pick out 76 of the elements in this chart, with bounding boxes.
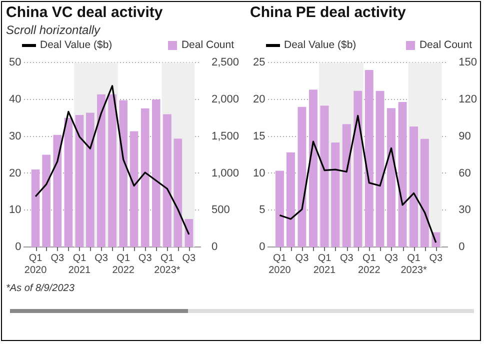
bar bbox=[376, 90, 384, 247]
bar bbox=[174, 138, 182, 247]
y-tick-label: 50 bbox=[8, 56, 22, 69]
bar bbox=[140, 108, 150, 247]
y2-tick-label: 500 bbox=[211, 204, 230, 216]
y2-tick-label: 2,000 bbox=[211, 94, 240, 106]
x-tick-label: Q1 2020 bbox=[268, 252, 292, 276]
bar bbox=[53, 134, 62, 247]
bar bbox=[308, 90, 318, 247]
legend-label: Deal Count bbox=[418, 39, 472, 51]
legend-label: Deal Value ($b) bbox=[283, 39, 356, 51]
y-tick-label: 25 bbox=[252, 56, 266, 69]
bar bbox=[42, 154, 50, 247]
bar bbox=[286, 152, 295, 247]
y-tick-label: 10 bbox=[8, 204, 22, 216]
bar bbox=[86, 112, 94, 247]
y2-tick-label: 0 bbox=[211, 241, 218, 254]
bar bbox=[31, 170, 40, 247]
x-tick-label: Q3 bbox=[182, 252, 196, 264]
x-tick-label: Q1 2021 bbox=[68, 252, 92, 276]
y-tick-label: 0 bbox=[259, 241, 266, 254]
y-tick-label: 15 bbox=[252, 130, 266, 142]
text: *As of 8/9/2023 bbox=[6, 283, 76, 294]
bar bbox=[410, 126, 418, 247]
y-tick-label: 5 bbox=[259, 204, 266, 216]
y-tick-label: 20 bbox=[8, 167, 22, 180]
legend-label: Deal Value ($b) bbox=[39, 39, 112, 51]
bar bbox=[320, 106, 329, 247]
bar bbox=[119, 100, 128, 247]
bar bbox=[108, 94, 116, 247]
y2-tick-label: 0 bbox=[458, 241, 465, 254]
x-tick-label: Q1 2023* bbox=[154, 252, 180, 276]
x-tick-label: Q3 bbox=[50, 252, 64, 264]
chart-subtitle: Scroll horizontally bbox=[6, 23, 102, 39]
bar bbox=[75, 114, 84, 247]
y2-tick-label: 150 bbox=[458, 56, 478, 69]
bar bbox=[331, 142, 340, 247]
x-tick-label: Q3 bbox=[138, 252, 152, 264]
bar bbox=[364, 70, 374, 247]
y-tick-label: 30 bbox=[8, 130, 22, 142]
y2-tick-label: 90 bbox=[458, 130, 471, 142]
x-tick-label: Q1 2022 bbox=[112, 252, 135, 276]
x-tick-label: Q1 2021 bbox=[313, 252, 336, 276]
y2-tick-label: 120 bbox=[458, 94, 478, 106]
y2-tick-label: 30 bbox=[458, 204, 471, 216]
x-tick-label: Q3 bbox=[94, 252, 108, 264]
y2-tick-label: 60 bbox=[458, 167, 471, 180]
chart-title: China VC deal activity bbox=[6, 4, 164, 23]
x-tick-label: Q1 2020 bbox=[24, 252, 48, 276]
x-tick-label: Q3 bbox=[295, 252, 310, 264]
bar bbox=[298, 106, 306, 247]
y-tick-label: 20 bbox=[252, 94, 266, 106]
x-tick-label: Q1 2023* bbox=[400, 252, 427, 276]
chart-title: China PE deal activity bbox=[250, 4, 407, 23]
y2-tick-label: 1,000 bbox=[211, 167, 240, 180]
x-tick-label: Q1 2022 bbox=[358, 252, 381, 276]
y2-tick-label: 1,500 bbox=[211, 130, 240, 142]
x-tick-label: Q3 bbox=[340, 252, 354, 264]
bar bbox=[398, 102, 407, 247]
y-tick-label: 10 bbox=[252, 167, 266, 180]
bar bbox=[64, 118, 73, 247]
y-tick-label: 0 bbox=[15, 241, 22, 254]
bar bbox=[420, 138, 429, 247]
x-tick-label: Q3 bbox=[384, 252, 398, 264]
x-tick-label: Q3 bbox=[429, 252, 444, 264]
bar bbox=[342, 124, 351, 247]
bar bbox=[163, 114, 172, 247]
y-tick-label: 40 bbox=[8, 94, 22, 106]
bar bbox=[130, 131, 138, 247]
bar bbox=[354, 90, 362, 247]
bar bbox=[97, 94, 106, 247]
bar bbox=[387, 108, 396, 247]
bar bbox=[275, 170, 284, 247]
bar bbox=[152, 99, 160, 247]
legend-label: Deal Count bbox=[180, 39, 234, 51]
y2-tick-label: 2,500 bbox=[211, 56, 240, 69]
